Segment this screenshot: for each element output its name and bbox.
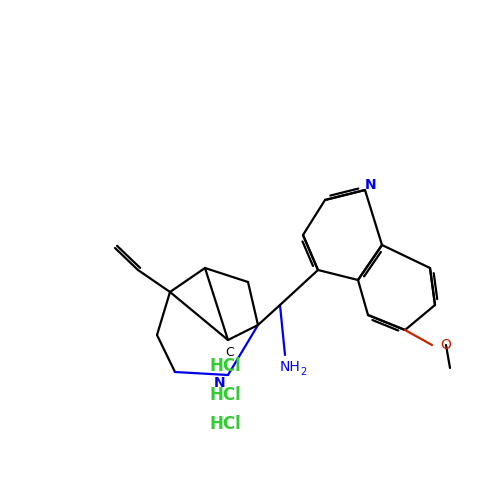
Text: 2: 2 bbox=[300, 367, 306, 377]
Text: O: O bbox=[440, 338, 451, 352]
Text: HCl: HCl bbox=[209, 357, 241, 376]
Text: N: N bbox=[365, 178, 377, 192]
Text: NH: NH bbox=[280, 360, 300, 374]
Text: HCl: HCl bbox=[209, 386, 241, 404]
Text: HCl: HCl bbox=[209, 415, 241, 433]
Text: C: C bbox=[226, 345, 234, 358]
Text: N: N bbox=[214, 376, 226, 390]
